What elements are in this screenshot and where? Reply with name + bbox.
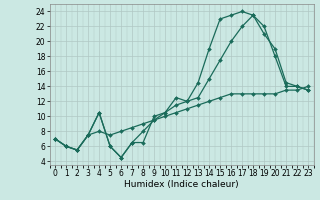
X-axis label: Humidex (Indice chaleur): Humidex (Indice chaleur)	[124, 180, 239, 189]
